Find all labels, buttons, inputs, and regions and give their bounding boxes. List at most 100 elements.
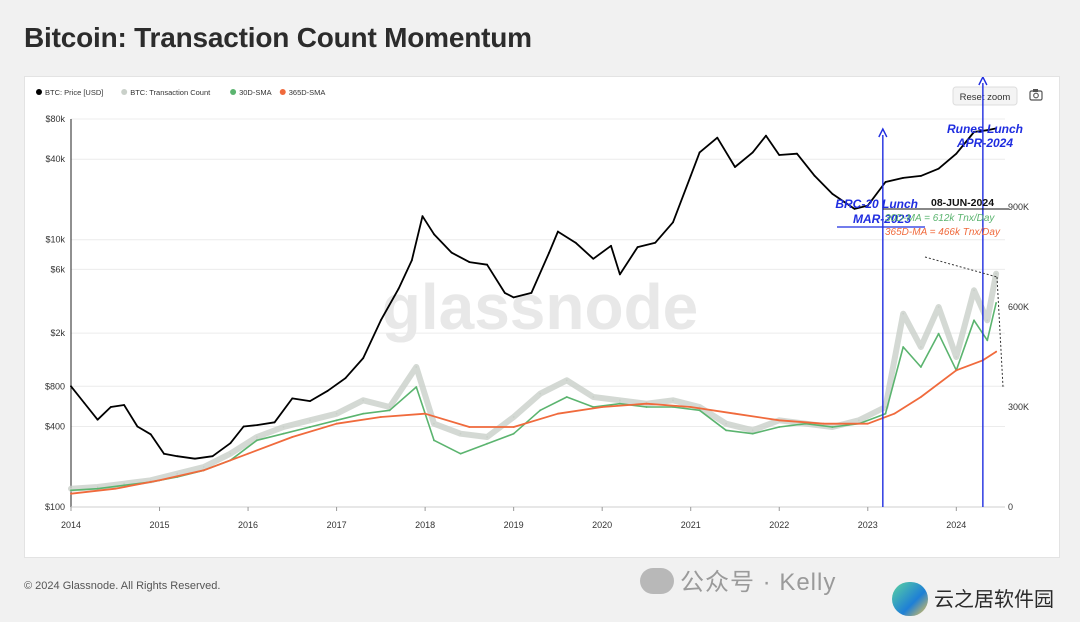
point-btc-transaction-count-14 bbox=[433, 422, 435, 425]
point-30d-sma-7 bbox=[256, 439, 258, 442]
point-btc-price-usd-58 bbox=[986, 129, 989, 132]
x-tick-2: 2016 bbox=[238, 520, 258, 530]
point-btc-price-usd-3 bbox=[109, 406, 112, 408]
point-btc-price-usd-45 bbox=[765, 134, 767, 137]
point-30d-sma-12 bbox=[388, 409, 391, 412]
point-btc-price-usd-22 bbox=[410, 259, 413, 262]
point-30d-sma-31 bbox=[884, 412, 887, 415]
point-btc-price-usd-47 bbox=[796, 152, 798, 155]
legend-marker-3[interactable] bbox=[279, 89, 286, 95]
wechat-watermark: 公众号 · Kelly bbox=[640, 562, 836, 597]
point-btc-price-usd-15 bbox=[291, 397, 294, 400]
page-title: Bitcoin: Transaction Count Momentum bbox=[24, 22, 532, 53]
point-365d-sma-7 bbox=[379, 416, 382, 418]
y-left-tick-7: $100 bbox=[45, 502, 65, 512]
point-btc-price-usd-39 bbox=[672, 221, 674, 224]
y-right-tick-3: 0 bbox=[1008, 502, 1013, 512]
point-btc-price-usd-21 bbox=[397, 287, 400, 290]
point-btc-transaction-count-16 bbox=[486, 436, 488, 438]
x-tick-9: 2023 bbox=[858, 520, 878, 530]
point-30d-sma-17 bbox=[512, 432, 515, 435]
chart-card: BTC: Price [USD] BTC: Transaction Count 30… bbox=[24, 75, 1060, 558]
point-btc-price-usd-46 bbox=[778, 154, 781, 156]
legend-marker-1[interactable] bbox=[121, 89, 128, 95]
point-365d-sma-5 bbox=[291, 436, 294, 438]
legend-label-0[interactable]: BTC: Price [USD] bbox=[45, 88, 103, 97]
point-365d-sma-17 bbox=[822, 422, 825, 425]
point-btc-price-usd-7 bbox=[163, 452, 165, 455]
point-btc-transaction-count-0 bbox=[70, 487, 72, 490]
point-btc-transaction-count-36 bbox=[973, 289, 975, 292]
point-btc-price-usd-54 bbox=[919, 175, 922, 177]
brand-text: 云之居软件园 bbox=[934, 589, 1054, 611]
point-btc-transaction-count-10 bbox=[335, 412, 338, 415]
point-365d-sma-4 bbox=[247, 452, 249, 455]
point-btc-price-usd-28 bbox=[503, 291, 506, 294]
point-btc-price-usd-17 bbox=[326, 389, 329, 392]
point-btc-price-usd-25 bbox=[450, 251, 453, 254]
point-30d-sma-9 bbox=[309, 426, 311, 428]
legend-marker-0[interactable] bbox=[36, 89, 42, 95]
point-btc-price-usd-30 bbox=[530, 291, 533, 294]
point-btc-price-usd-23 bbox=[421, 215, 424, 218]
point-365d-sma-10 bbox=[512, 426, 515, 428]
y-right-tick-0: 900K bbox=[1008, 202, 1029, 212]
x-axis: 2014 2015 2016 2017 2018 2019 2020 2021 2022 2023… bbox=[61, 506, 1005, 530]
legend-marker-2[interactable] bbox=[230, 89, 237, 95]
point-365d-sma-18 bbox=[866, 422, 869, 425]
point-30d-sma-10 bbox=[335, 419, 338, 422]
reset-zoom-button[interactable]: Reset zoom bbox=[952, 86, 1018, 106]
point-btc-price-usd-57 bbox=[973, 131, 975, 133]
series-365d-sma bbox=[70, 350, 997, 495]
point-30d-sma-14 bbox=[433, 439, 435, 442]
y-left-tick-2: $10k bbox=[45, 235, 65, 245]
point-30d-sma-37 bbox=[986, 339, 989, 342]
x-tick-5: 2019 bbox=[504, 520, 524, 530]
point-365d-sma-23 bbox=[995, 350, 998, 353]
x-tick-8: 2022 bbox=[769, 520, 789, 530]
point-365d-sma-21 bbox=[955, 369, 958, 372]
point-btc-price-usd-14 bbox=[273, 421, 276, 424]
point-btc-transaction-count-11 bbox=[362, 399, 365, 402]
chart-svg: BTC: Price [USD] BTC: Transaction Count 30… bbox=[36, 75, 1043, 530]
point-btc-transaction-count-6 bbox=[229, 452, 232, 455]
brand-watermark: 云之居软件园 bbox=[892, 582, 1054, 616]
dotted-pointer-line-2 bbox=[924, 256, 998, 278]
point-btc-price-usd-34 bbox=[592, 257, 595, 260]
y-axis-right: 900K 600K 300K 0 bbox=[1008, 202, 1029, 512]
legend-label-2[interactable]: 30D-SMA bbox=[239, 88, 272, 97]
point-btc-transaction-count-37 bbox=[986, 319, 989, 322]
y-left-tick-5: $800 bbox=[45, 381, 65, 391]
point-btc-price-usd-0 bbox=[70, 385, 72, 388]
ma30-annotation: 30D-MA = 612k Tnx/Day bbox=[885, 213, 995, 224]
point-btc-price-usd-9 bbox=[194, 457, 196, 460]
date-annotation: 08-JUN-2024 bbox=[931, 197, 994, 209]
point-btc-transaction-count-38 bbox=[995, 272, 998, 275]
point-btc-transaction-count-8 bbox=[282, 426, 285, 428]
point-btc-price-usd-12 bbox=[242, 425, 245, 428]
point-btc-price-usd-33 bbox=[574, 241, 577, 244]
point-btc-price-usd-43 bbox=[734, 166, 736, 168]
y-left-tick-3: $6k bbox=[50, 264, 65, 274]
y-left-tick-0: $80k bbox=[45, 114, 65, 124]
y-left-tick-1: $40k bbox=[45, 154, 65, 164]
point-365d-sma-13 bbox=[645, 402, 648, 405]
point-btc-price-usd-40 bbox=[689, 175, 692, 177]
camera-icon[interactable] bbox=[1029, 89, 1043, 101]
glassnode-watermark: glassnode bbox=[382, 271, 699, 343]
point-btc-price-usd-35 bbox=[610, 244, 612, 247]
legend-label-3[interactable]: 365D-SMA bbox=[289, 88, 326, 97]
legend-label-1[interactable]: BTC: Transaction Count bbox=[130, 88, 211, 97]
x-tick-1: 2015 bbox=[150, 520, 170, 530]
point-btc-transaction-count-33 bbox=[919, 346, 922, 348]
point-btc-price-usd-6 bbox=[149, 433, 152, 436]
point-btc-price-usd-10 bbox=[211, 455, 214, 458]
dotted-pointer-line bbox=[996, 276, 1004, 388]
point-30d-sma-2 bbox=[123, 484, 126, 487]
point-365d-sma-9 bbox=[468, 426, 471, 428]
point-30d-sma-22 bbox=[645, 406, 648, 408]
point-btc-transaction-count-34 bbox=[937, 306, 940, 308]
x-tick-0: 2014 bbox=[61, 520, 81, 530]
point-365d-sma-11 bbox=[557, 412, 559, 415]
point-btc-transaction-count-18 bbox=[539, 392, 542, 395]
